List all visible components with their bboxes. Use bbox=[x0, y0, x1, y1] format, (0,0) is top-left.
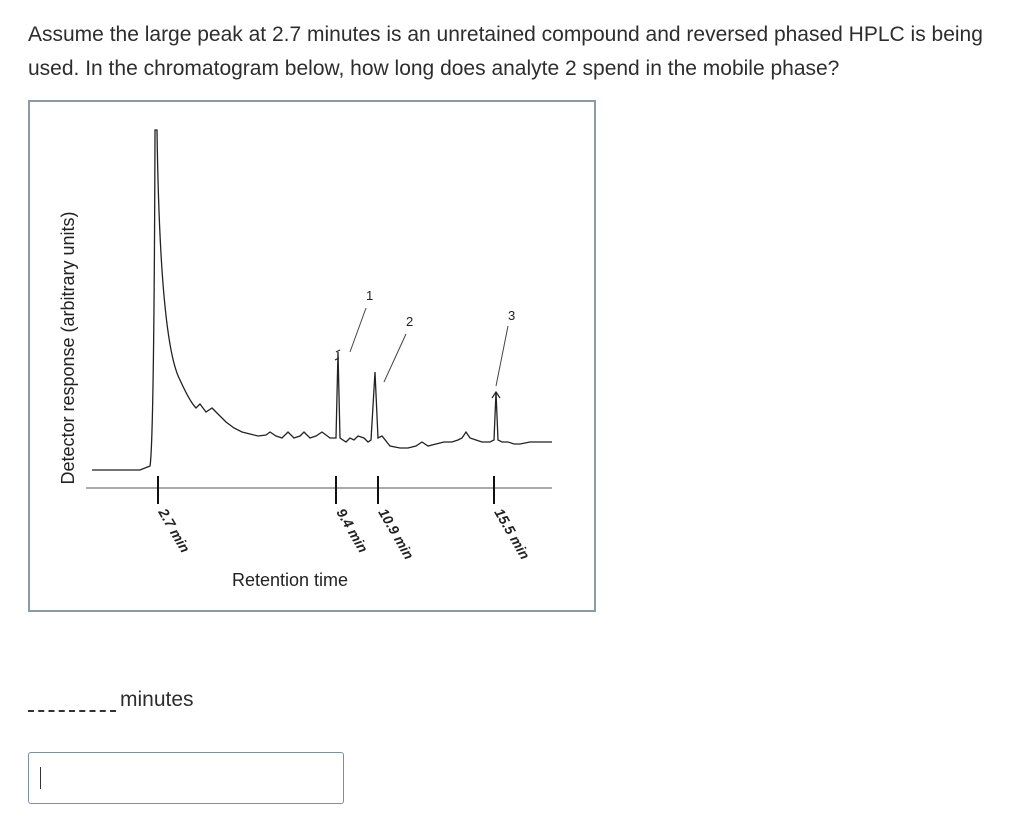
tick-label-2-7: 2.7 min bbox=[155, 505, 193, 556]
x-axis-title: Retention time bbox=[232, 570, 348, 590]
tick-label-15-5: 15.5 min bbox=[491, 506, 533, 563]
chromatogram-trace bbox=[92, 129, 552, 471]
chromatogram-figure: Detector response (arbitrary units) 1 2 … bbox=[28, 100, 596, 612]
peak-3-leader bbox=[495, 325, 509, 387]
tick-label-10-9: 10.9 min bbox=[375, 506, 417, 563]
answer-blank-row: minutes bbox=[28, 688, 194, 712]
peak-1-label: 1 bbox=[366, 288, 373, 303]
text-caret bbox=[40, 767, 41, 789]
y-axis-title: Detector response (arbitrary units) bbox=[58, 211, 78, 484]
peak-1-tip bbox=[334, 349, 341, 361]
chromatogram-svg: Detector response (arbitrary units) 1 2 … bbox=[58, 129, 552, 590]
peak-1-leader bbox=[349, 307, 367, 353]
peak-3-tip bbox=[491, 390, 501, 399]
answer-input[interactable] bbox=[28, 752, 344, 804]
tick-label-9-4: 9.4 min bbox=[333, 506, 371, 556]
peak-2-label: 2 bbox=[406, 314, 413, 329]
question-text: Assume the large peak at 2.7 minutes is … bbox=[28, 23, 983, 80]
peak-3-label: 3 bbox=[508, 308, 515, 323]
answer-unit-label: minutes bbox=[120, 688, 194, 711]
answer-blank-line bbox=[28, 690, 116, 712]
peak-2-leader bbox=[383, 333, 407, 383]
